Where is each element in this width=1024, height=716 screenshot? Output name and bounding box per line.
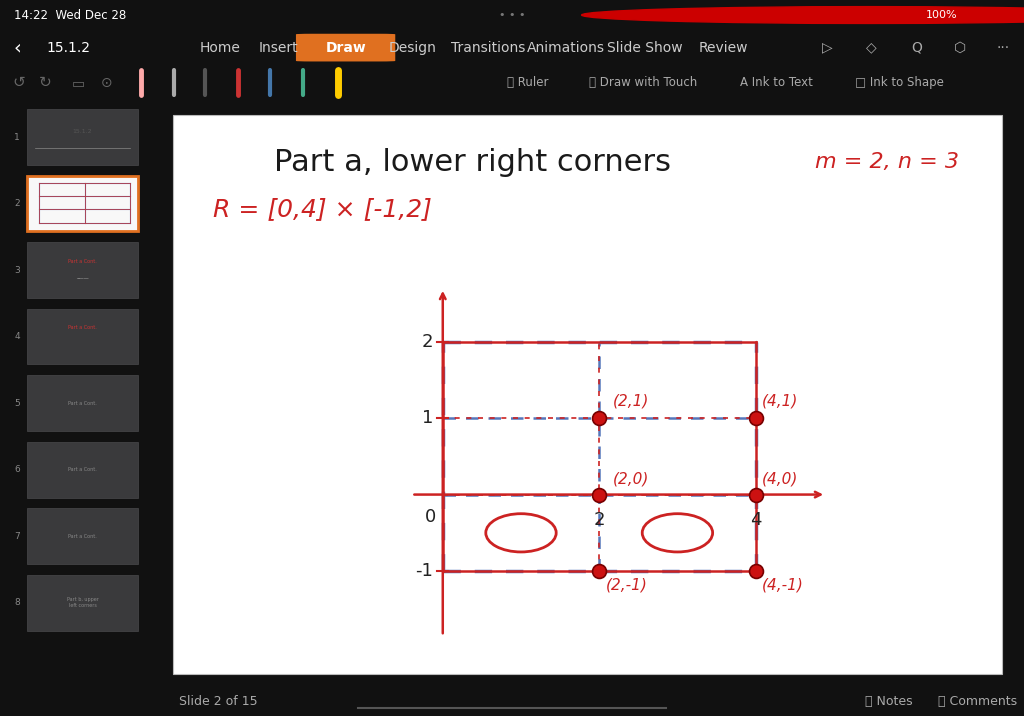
Text: Part b, upper
left corners: Part b, upper left corners	[67, 597, 98, 608]
Text: 4: 4	[750, 511, 762, 529]
Text: □ Ink to Shape: □ Ink to Shape	[855, 76, 943, 90]
Text: ▷: ▷	[822, 41, 833, 54]
Text: R = [0,4] × [-1,2]: R = [0,4] × [-1,2]	[213, 197, 431, 221]
Text: Slide Show: Slide Show	[607, 41, 683, 54]
Text: 5: 5	[14, 399, 19, 407]
Text: Home: Home	[200, 41, 241, 54]
Text: (2,0): (2,0)	[613, 472, 649, 487]
FancyBboxPatch shape	[28, 242, 138, 298]
Text: Slide 2 of 15: Slide 2 of 15	[179, 695, 258, 707]
Text: Part a Cont.: Part a Cont.	[69, 400, 97, 405]
Text: Part a Cont.: Part a Cont.	[69, 258, 97, 263]
Text: 💬 Comments: 💬 Comments	[938, 695, 1018, 707]
FancyBboxPatch shape	[28, 508, 138, 564]
Text: Transitions: Transitions	[452, 41, 525, 54]
FancyBboxPatch shape	[28, 309, 138, 364]
Text: (2,1): (2,1)	[613, 394, 649, 409]
Text: 100%: 100%	[927, 10, 957, 20]
Text: ‹: ‹	[13, 38, 22, 57]
Text: (2,-1): (2,-1)	[605, 578, 647, 593]
Text: Part a Cont.: Part a Cont.	[69, 325, 97, 330]
Text: ···: ···	[997, 41, 1010, 54]
Text: Insert: Insert	[259, 41, 298, 54]
Text: Design: Design	[389, 41, 436, 54]
Text: Review: Review	[698, 41, 748, 54]
Circle shape	[582, 6, 1024, 24]
Text: 📄 Notes: 📄 Notes	[865, 695, 912, 707]
Text: ⬡: ⬡	[954, 41, 967, 54]
Text: m = 2, n = 3: m = 2, n = 3	[815, 152, 958, 172]
Text: (4,1): (4,1)	[762, 394, 799, 409]
Text: 8: 8	[14, 598, 19, 607]
Text: 1: 1	[14, 132, 19, 142]
Text: Animations: Animations	[527, 41, 605, 54]
Text: • • •: • • •	[499, 10, 525, 20]
Text: ⊙: ⊙	[100, 76, 112, 90]
Text: 15.1.2: 15.1.2	[73, 129, 92, 134]
FancyBboxPatch shape	[28, 175, 138, 231]
Text: ↺: ↺	[12, 75, 25, 90]
Text: ─────: ─────	[77, 277, 89, 281]
Text: 2: 2	[14, 199, 19, 208]
Text: Q: Q	[911, 41, 922, 54]
Text: A Ink to Text: A Ink to Text	[739, 76, 813, 90]
Text: ▭: ▭	[72, 76, 85, 90]
Text: (4,-1): (4,-1)	[762, 578, 804, 593]
FancyBboxPatch shape	[28, 109, 138, 165]
Text: 7: 7	[14, 531, 19, 541]
Text: Part a, lower right corners: Part a, lower right corners	[273, 147, 671, 177]
Text: 3: 3	[14, 266, 19, 274]
FancyBboxPatch shape	[28, 442, 138, 498]
Text: -1: -1	[416, 562, 433, 580]
Text: ✋ Draw with Touch: ✋ Draw with Touch	[589, 76, 697, 90]
Text: Draw: Draw	[326, 41, 367, 54]
Text: (4,0): (4,0)	[762, 472, 799, 487]
FancyBboxPatch shape	[296, 34, 395, 62]
Text: 1: 1	[422, 409, 433, 427]
Text: 15.1.2: 15.1.2	[46, 41, 90, 54]
Text: ↻: ↻	[39, 75, 51, 90]
Text: 4: 4	[14, 332, 19, 341]
Text: 2: 2	[594, 511, 605, 529]
Text: Part a Cont.: Part a Cont.	[69, 533, 97, 538]
Text: ⬤: ⬤	[860, 7, 877, 23]
Text: 0: 0	[425, 508, 436, 526]
Text: 6: 6	[14, 465, 19, 474]
Text: ◇: ◇	[866, 41, 877, 54]
Text: 2: 2	[422, 332, 433, 351]
FancyBboxPatch shape	[28, 375, 138, 431]
Text: 14:22  Wed Dec 28: 14:22 Wed Dec 28	[14, 9, 127, 21]
Text: ⬛ Ruler: ⬛ Ruler	[507, 76, 548, 90]
FancyBboxPatch shape	[28, 575, 138, 631]
FancyBboxPatch shape	[173, 115, 1002, 674]
Text: Part a Cont.: Part a Cont.	[69, 467, 97, 472]
